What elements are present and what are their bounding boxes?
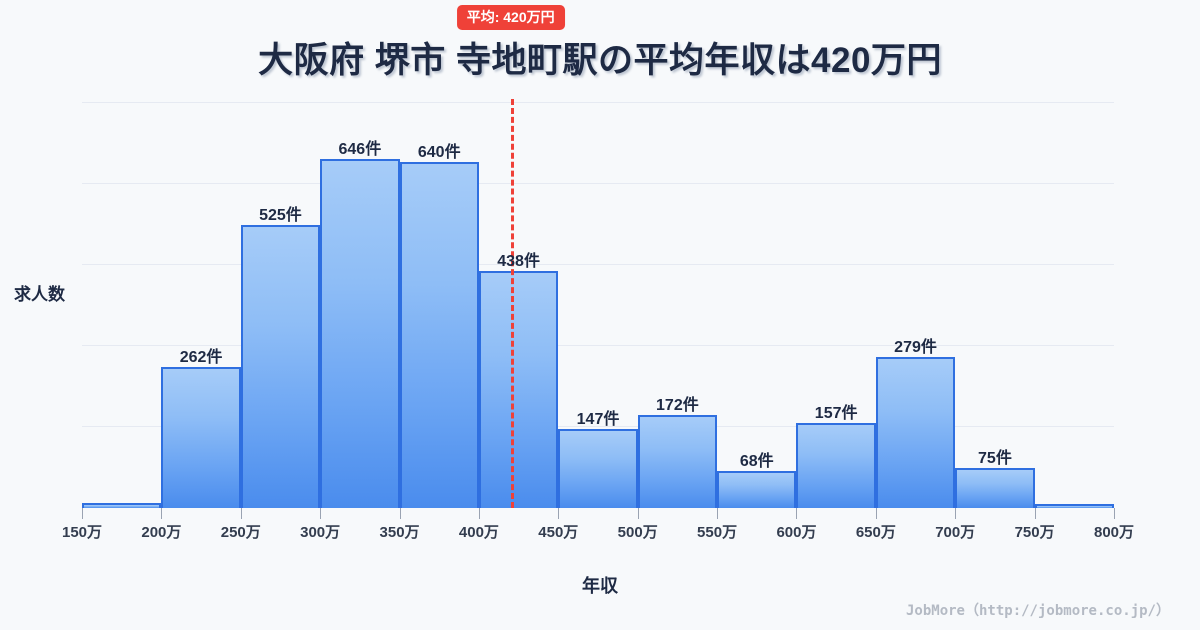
x-axis-tick	[875, 508, 877, 519]
bar[interactable]	[1034, 503, 1114, 508]
bar[interactable]	[637, 415, 718, 508]
bar-value-label: 640件	[417, 144, 461, 162]
x-axis-tick	[1034, 508, 1036, 519]
x-axis-tick	[240, 508, 242, 519]
bar-value-label: 172件	[656, 397, 699, 415]
plot-area	[82, 99, 1114, 508]
x-axis-tick	[637, 508, 639, 519]
bar[interactable]	[82, 503, 162, 508]
bar[interactable]	[955, 467, 1035, 508]
x-axis-tick-label: 300万	[300, 524, 341, 541]
x-axis-tick-label: 400万	[458, 524, 499, 541]
x-axis-tick	[955, 508, 957, 519]
y-axis-title: 求人数	[14, 285, 65, 304]
x-axis-tick-label: 350万	[379, 524, 420, 541]
bar[interactable]	[320, 159, 400, 508]
bar-value-label: 262件	[179, 348, 223, 366]
bar-value-label: 147件	[576, 410, 620, 428]
gridline	[82, 264, 1114, 265]
gridline	[82, 345, 1114, 346]
x-axis-tick	[717, 508, 719, 519]
gridline	[82, 426, 1114, 427]
bar[interactable]	[717, 471, 797, 508]
x-axis-tick-label: 200万	[141, 524, 182, 541]
bar-value-label: 68件	[739, 453, 774, 471]
watermark: JobMore（http://jobmore.co.jp/）	[905, 603, 1170, 619]
average-line	[510, 99, 514, 508]
bar[interactable]	[399, 162, 479, 508]
x-axis-tick	[796, 508, 798, 519]
bar[interactable]	[796, 423, 876, 508]
bar[interactable]	[240, 224, 321, 508]
bar[interactable]	[478, 271, 559, 508]
x-axis-tick	[161, 508, 163, 519]
bar-value-label: 525件	[259, 206, 302, 224]
x-axis-tick-label: 550万	[697, 524, 738, 541]
bar-value-label: 438件	[497, 253, 540, 271]
x-axis-tick-label: 750万	[1014, 524, 1055, 541]
x-axis-tick	[82, 508, 83, 519]
x-axis-tick	[478, 508, 480, 519]
x-axis-tick-label: 700万	[935, 524, 976, 541]
x-axis-tick-label: 800万	[1093, 524, 1135, 541]
x-axis-tick	[558, 508, 560, 519]
page-title: 大阪府 堺市 寺地町駅の平均年収は420万円	[258, 41, 942, 80]
gridline	[82, 183, 1114, 184]
average-badge: 平均: 420万円	[456, 5, 565, 31]
x-axis-tick	[320, 508, 322, 519]
x-axis-tick-label: 600万	[776, 524, 817, 541]
bar-value-label: 279件	[894, 339, 937, 357]
x-axis-tick	[399, 508, 401, 519]
bar-value-label: 157件	[814, 405, 858, 423]
x-axis-tick-label: 150万	[61, 524, 103, 541]
x-axis-tick-label: 250万	[220, 524, 261, 541]
x-axis-title: 年収	[582, 576, 618, 596]
bar-value-label: 75件	[978, 449, 1012, 467]
bar[interactable]	[558, 428, 638, 508]
x-axis-tick-label: 650万	[855, 524, 896, 541]
gridline	[82, 102, 1114, 103]
x-axis-tick	[1114, 508, 1115, 519]
bar[interactable]	[161, 366, 241, 508]
x-axis-tick-label: 500万	[617, 524, 658, 541]
x-axis-tick-label: 450万	[538, 524, 579, 541]
bar-value-label: 646件	[338, 141, 382, 159]
bar[interactable]	[875, 357, 956, 508]
